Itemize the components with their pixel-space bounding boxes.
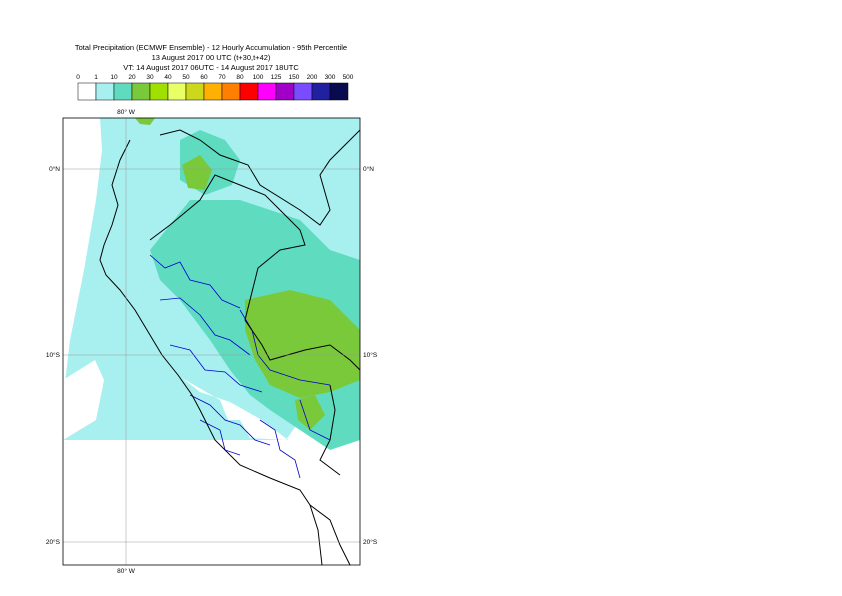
map-title: Total Precipitation (ECMWF Ensemble) - 1… <box>74 43 348 52</box>
legend-tick-label: 300 <box>325 74 336 81</box>
region-boundary <box>189 394 271 446</box>
border-colombia <box>159 129 361 226</box>
heavy-precip-zone <box>182 155 212 190</box>
lon-label-top: 80° W <box>117 108 136 116</box>
region-boundary <box>299 399 331 441</box>
border-brazil-peru <box>244 209 361 371</box>
legend-tick-label: 0 <box>76 74 80 81</box>
region-boundary <box>259 419 301 479</box>
legend-tick-label: 500 <box>343 74 354 81</box>
legend-tick-label: 200 <box>307 74 318 81</box>
legend-tick-label: 40 <box>164 74 172 81</box>
map-run-time: 13 August 2017 00 UTC (t+30,t+42) <box>151 53 271 62</box>
lat-label-left-0: 0°N <box>49 165 60 173</box>
lat-label-right-0: 0°N <box>363 165 374 173</box>
lon-label-bottom: 80° W <box>117 567 136 575</box>
color-legend: 0 1 10 20 30 40 50 60 70 80 100 125 150 200 300 500 <box>76 74 354 101</box>
border-ecuador-peru <box>149 174 281 241</box>
legend-swatch <box>329 82 349 101</box>
region-boundary <box>149 254 241 309</box>
legend-tick-label: 30 <box>146 74 154 81</box>
legend-tick-label: 1 <box>94 74 98 81</box>
border-bolivia-peru <box>319 384 341 476</box>
dry-land <box>182 378 330 468</box>
dry-land <box>63 440 360 480</box>
lat-label-left-10s: 10°S <box>46 351 61 359</box>
region-boundary <box>169 344 263 393</box>
dry-land <box>63 118 102 400</box>
border-chile <box>309 504 351 566</box>
lat-label-right-20s: 20°S <box>363 538 378 546</box>
map-valid-time: VT: 14 August 2017 06UTC - 14 August 201… <box>123 63 299 72</box>
legend-tick-label: 125 <box>271 74 282 81</box>
legend-tick-label: 70 <box>218 74 226 81</box>
region-boundary <box>159 297 251 356</box>
graticule <box>63 118 360 565</box>
legend-tick-label: 150 <box>289 74 300 81</box>
national-boundaries <box>99 129 361 566</box>
legend-tick-label: 50 <box>182 74 190 81</box>
legend-tick-label: 10 <box>110 74 118 81</box>
dry-land <box>63 360 104 440</box>
region-boundary <box>199 419 241 456</box>
map-frame <box>62 117 361 566</box>
coastline <box>99 139 323 566</box>
lat-label-right-10s: 10°S <box>363 351 378 359</box>
legend-tick-label: 80 <box>236 74 244 81</box>
regional-boundaries <box>149 254 331 479</box>
lat-label-left-20s: 20°S <box>46 538 61 546</box>
legend-tick-label: 100 <box>253 74 264 81</box>
legend-tick-label: 20 <box>128 74 136 81</box>
legend-tick-label: 60 <box>200 74 208 81</box>
heavy-precip-zone <box>295 395 325 430</box>
heavy-precip-zone <box>135 118 155 125</box>
